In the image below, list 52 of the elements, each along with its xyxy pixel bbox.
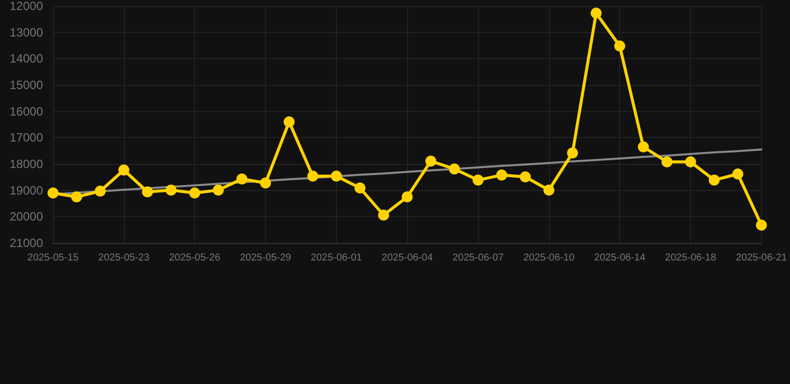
point (732, 168, 744, 180)
point (189, 187, 200, 198)
point (284, 116, 295, 128)
point (260, 177, 272, 188)
y-tick-label: 18000 (10, 157, 44, 171)
x-tick-label: 2025-06-18 (665, 252, 717, 264)
y-tick-label: 19000 (10, 183, 44, 198)
point (330, 170, 342, 182)
x-tick-label: 2025-06-21 (736, 252, 788, 264)
y-tick-label: 21000 (10, 236, 44, 250)
point (166, 184, 177, 196)
point (448, 164, 460, 174)
point (48, 187, 58, 198)
x-tick-label: 2025-05-29 (240, 252, 292, 264)
y-tick-label: 13000 (10, 25, 44, 40)
y-tick-label: 16000 (10, 104, 44, 118)
x-tick-label: 2025-06-10 (523, 252, 575, 264)
x-tick-label: 2025-06-07 (452, 252, 504, 264)
point (590, 8, 602, 19)
point (661, 156, 672, 168)
x-tick-label: 2025-05-15 (27, 252, 80, 264)
point (638, 141, 649, 152)
y-tick-label: 12000 (10, 0, 44, 13)
point (236, 174, 248, 185)
point (142, 186, 153, 198)
y-tick-label: 14000 (10, 52, 44, 66)
point (472, 174, 484, 186)
point (307, 170, 318, 182)
x-tick-label: 2025-05-23 (98, 252, 150, 264)
point (614, 40, 626, 52)
point (756, 220, 767, 231)
y-tick-label: 17000 (10, 130, 44, 145)
point (378, 210, 390, 221)
x-tick-label: 2025-06-04 (382, 252, 434, 264)
point (685, 156, 696, 168)
point (425, 156, 436, 167)
y-tick-label: 20000 (10, 210, 44, 224)
point (212, 184, 224, 196)
point (354, 182, 366, 194)
y-tick-label: 15000 (10, 78, 44, 92)
point (94, 186, 106, 197)
point (520, 171, 531, 182)
point (708, 174, 720, 186)
x-tick-label: 2025-05-26 (169, 252, 221, 264)
point (71, 191, 82, 202)
point (543, 184, 554, 196)
x-tick-label: 2025-06-01 (310, 252, 362, 264)
point (402, 191, 413, 202)
point (496, 170, 508, 181)
point (567, 147, 578, 158)
x-tick-label: 2025-06-14 (594, 252, 646, 264)
point (118, 164, 130, 176)
